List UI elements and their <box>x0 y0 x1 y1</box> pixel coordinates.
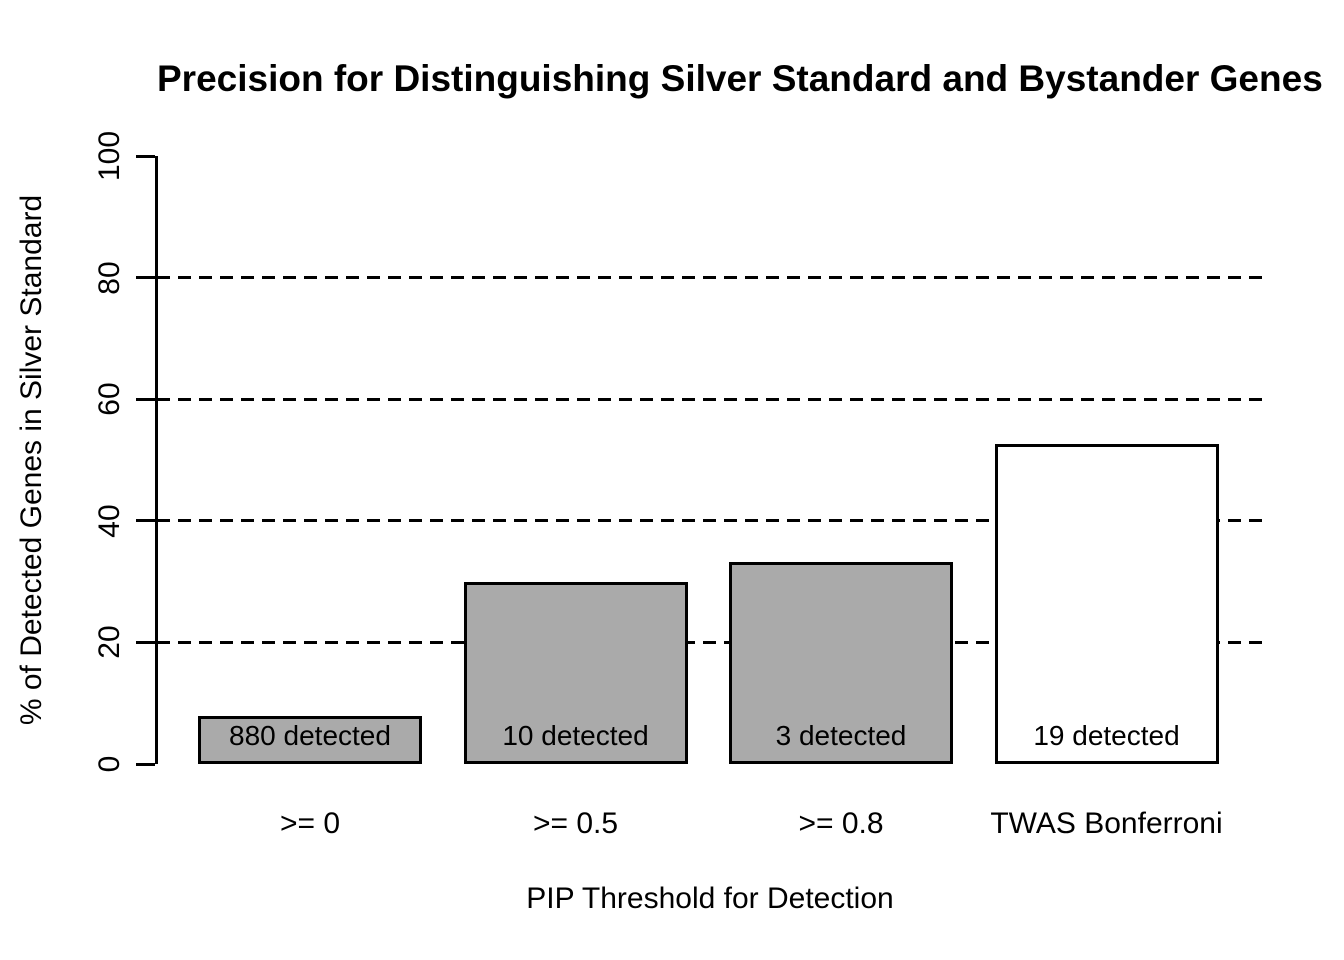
x-axis-category-label: >= 0.5 <box>532 807 619 840</box>
y-axis-tick-label: 20 <box>93 625 126 660</box>
y-axis-tick-label: 40 <box>93 504 126 538</box>
gridline <box>157 276 1263 280</box>
gridline <box>157 519 1263 523</box>
x-axis-category-label: >= 0 <box>279 807 341 840</box>
y-axis-line <box>155 156 158 764</box>
bar <box>198 716 422 764</box>
bar-label: 10 detected <box>502 720 649 751</box>
x-axis-category-label: TWAS Bonferroni <box>990 807 1223 840</box>
y-axis-tick-label: 0 <box>93 755 126 773</box>
y-axis-tick <box>136 762 155 766</box>
bar <box>463 582 688 764</box>
y-axis-tick <box>136 397 155 401</box>
plot-area: 0 20 40 60 80 100 880 detected >= 0 10 detected >… <box>93 131 1263 840</box>
gridline <box>157 397 1263 401</box>
y-axis-tick <box>136 640 155 644</box>
gridline <box>157 640 1263 644</box>
bar-label: 3 detected <box>775 720 907 751</box>
y-axis-tick-label: 80 <box>93 260 126 295</box>
y-axis-tick <box>136 154 155 158</box>
y-axis-tick-label: 60 <box>93 382 126 416</box>
x-axis-category-label: >= 0.8 <box>798 807 884 840</box>
y-axis-tick <box>136 276 155 280</box>
y-axis-tick <box>136 519 155 523</box>
x-axis-title: PIP Threshold for Detection <box>526 882 894 915</box>
y-axis-tick-label: 100 <box>93 130 126 182</box>
bar <box>729 562 953 764</box>
bar-label: 19 detected <box>1033 720 1180 751</box>
bar <box>994 444 1219 764</box>
bar-label: 880 detected <box>229 720 391 751</box>
chart-title: Precision for Distinguishing Silver Stan… <box>157 58 1323 99</box>
y-axis-title: % of Detected Genes in Silver Standard <box>15 194 48 726</box>
